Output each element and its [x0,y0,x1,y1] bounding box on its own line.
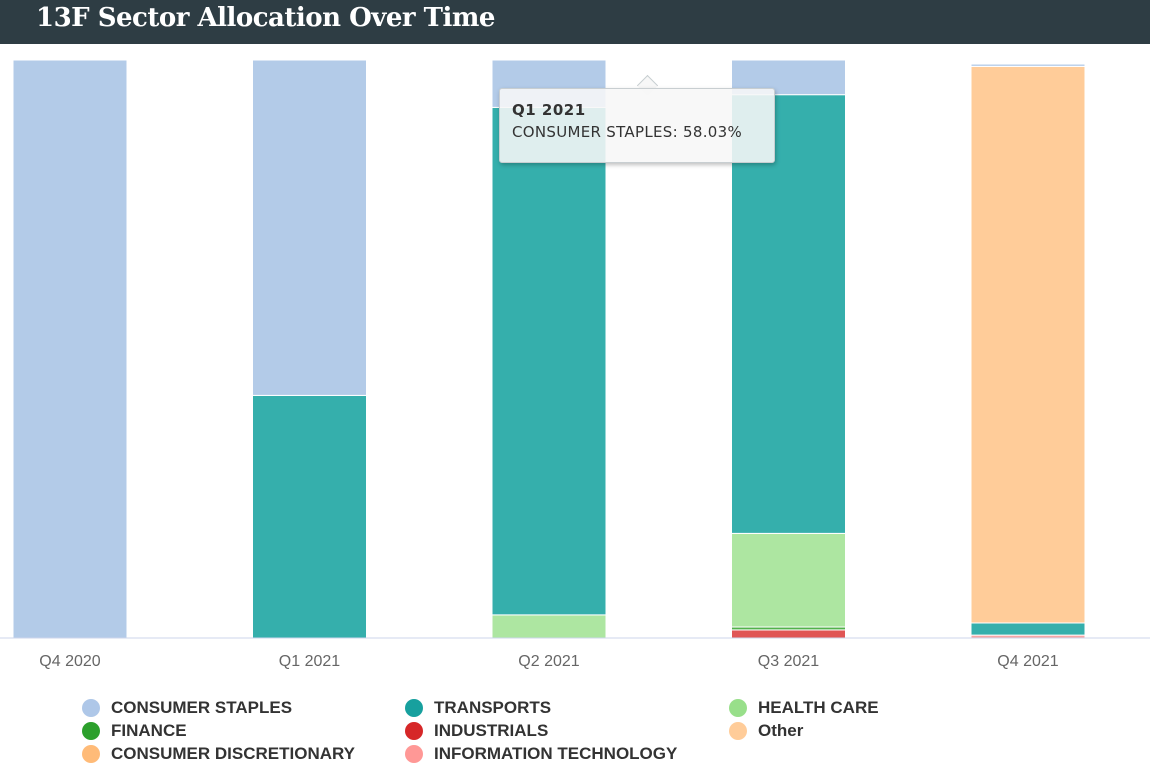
legend-label: INFORMATION TECHNOLOGY [434,744,678,763]
x-axis-ticks: Q4 2020 Q1 2021 Q2 2021 Q3 2021 Q4 2021 [39,653,1058,670]
legend-swatch [405,745,423,763]
legend-swatch [405,722,423,740]
legend-item-finance[interactable]: FINANCE [82,721,405,741]
legend-item-health-care[interactable]: HEALTH CARE [729,698,1029,718]
x-tick-label: Q3 2021 [758,653,819,670]
legend-label: TRANSPORTS [434,698,552,717]
legend-swatch [82,722,100,740]
bar-segment-health-care-q2-2021[interactable] [491,614,607,639]
bar-segment-consumer-staples-q1-2021[interactable] [252,59,367,396]
x-tick-label: Q2 2021 [518,653,579,670]
bar-segment-transports-q3-2021[interactable] [731,94,846,534]
legend-swatch [729,699,747,717]
legend-label: FINANCE [111,721,187,740]
chart-legend: CONSUMER STAPLES TRANSPORTS HEALTH CARE … [82,698,1082,764]
bar-segment-consumer-staples-q4-2020[interactable] [12,59,128,639]
legend-label: INDUSTRIALS [434,721,549,740]
legend-label: CONSUMER STAPLES [111,698,293,717]
legend-swatch [82,699,100,717]
bar-segment-industrials-q3-2021[interactable] [731,629,846,639]
legend-item-consumer-discretionary[interactable]: CONSUMER DISCRETIONARY [82,744,405,764]
legend-swatch [405,699,423,717]
stacked-bar-chart: Q4 2020 Q1 2021 Q2 2021 Q3 2021 Q4 2021 [0,59,1150,670]
chart-title: 13F Sector Allocation Over Time [36,3,495,33]
x-tick-label: Q4 2021 [997,653,1058,670]
x-tick-label: Q1 2021 [279,653,340,670]
chart-tooltip: Q1 2021 CONSUMER STAPLES: 58.03% [499,88,775,163]
bar-segment-consumer-discretionary-q4-2021[interactable] [970,65,1086,624]
legend-item-consumer-staples[interactable]: CONSUMER STAPLES [82,698,405,718]
legend-label: CONSUMER DISCRETIONARY [111,744,355,763]
legend-item-industrials[interactable]: INDUSTRIALS [405,721,729,741]
x-tick-label: Q4 2020 [39,653,100,670]
bar-segment-transports-q1-2021[interactable] [252,394,367,639]
tooltip-body: CONSUMER STAPLES: 58.03% [512,123,743,141]
legend-item-transports[interactable]: TRANSPORTS [405,698,729,718]
bar-segment-health-care-q3-2021[interactable] [731,532,846,628]
legend-swatch [729,722,747,740]
legend-item-other[interactable]: Other [729,721,1029,741]
legend-label: Other [758,721,804,740]
bar-segment-transports-q4-2021[interactable] [970,622,1086,636]
legend-swatch [82,745,100,763]
chart-header: 13F Sector Allocation Over Time [0,0,1150,44]
bar-segment-consumer-staples-q4-2021[interactable] [970,63,1086,67]
legend-item-information-technology[interactable]: INFORMATION TECHNOLOGY [405,744,729,764]
tooltip-title: Q1 2021 [512,101,586,119]
bars-layer [12,59,1086,639]
legend-label: HEALTH CARE [758,698,879,717]
bar-segment-transports-q2-2021[interactable] [491,106,607,616]
